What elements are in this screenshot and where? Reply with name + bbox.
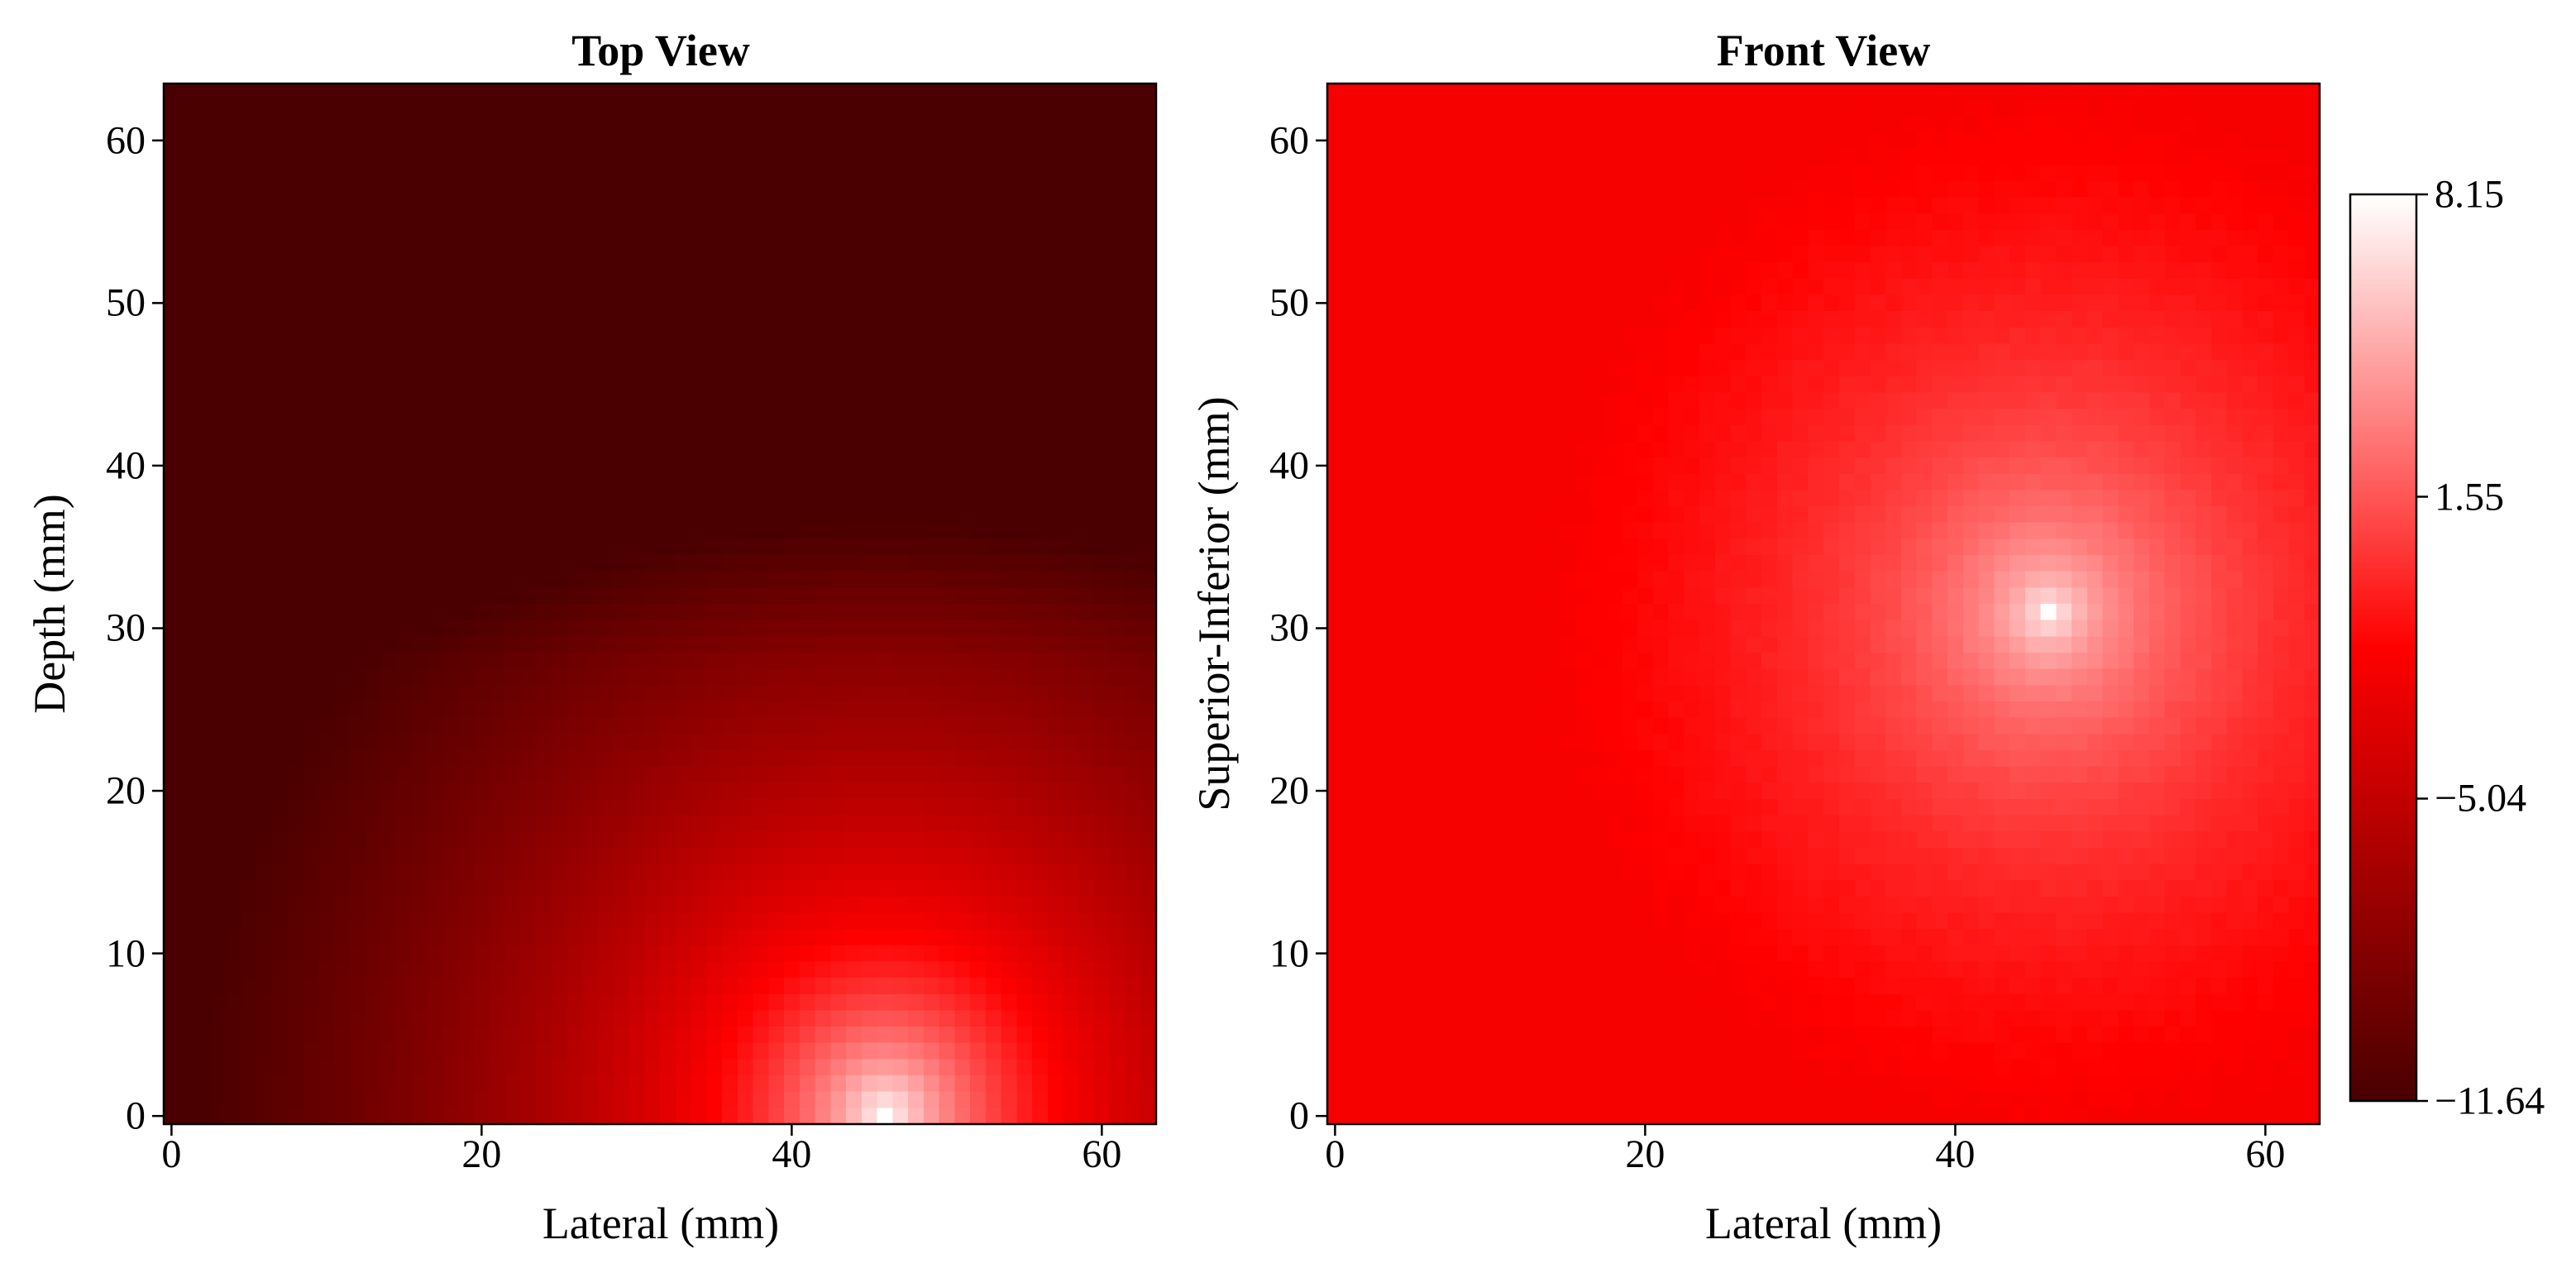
x-tick-label: 20 bbox=[461, 1132, 502, 1176]
front-view-ylabel: Superior-Inferior (mm) bbox=[1189, 396, 1239, 811]
top-view-ylabel: Depth (mm) bbox=[25, 494, 74, 714]
colorbar-tick-label: −11.64 bbox=[2435, 1079, 2545, 1123]
y-tick-label: 0 bbox=[126, 1094, 146, 1138]
y-tick-label: 10 bbox=[1269, 931, 1309, 976]
x-tick-label: 0 bbox=[161, 1132, 182, 1176]
y-tick-label: 20 bbox=[106, 768, 146, 813]
y-tick-label: 60 bbox=[1269, 118, 1309, 163]
y-tick-label: 30 bbox=[106, 605, 146, 650]
y-tick-label: 50 bbox=[1269, 280, 1309, 325]
top-view-xlabel: Lateral (mm) bbox=[542, 1199, 780, 1248]
colorbar-tick-label: −5.04 bbox=[2435, 776, 2527, 821]
x-tick-label: 40 bbox=[1935, 1132, 1976, 1176]
colorbar-tick-label: 8.15 bbox=[2435, 172, 2504, 217]
x-tick-label: 0 bbox=[1325, 1132, 1345, 1176]
front-view-xlabel: Lateral (mm) bbox=[1704, 1199, 1943, 1248]
colorbar bbox=[2350, 194, 2416, 1101]
y-tick-label: 40 bbox=[106, 443, 146, 488]
x-tick-label: 60 bbox=[1082, 1132, 1122, 1176]
top-view-heatmap bbox=[164, 84, 1156, 1124]
x-tick-label: 20 bbox=[1625, 1132, 1666, 1176]
y-tick-label: 0 bbox=[1289, 1094, 1309, 1138]
x-tick-label: 60 bbox=[2245, 1132, 2286, 1176]
x-tick-label: 40 bbox=[772, 1132, 812, 1176]
top-view-title: Top View bbox=[571, 26, 750, 75]
y-tick-label: 20 bbox=[1269, 768, 1309, 813]
y-tick-label: 40 bbox=[1269, 443, 1309, 488]
y-tick-label: 60 bbox=[106, 118, 146, 163]
y-tick-label: 30 bbox=[1269, 605, 1309, 650]
y-tick-label: 10 bbox=[106, 931, 146, 976]
front-view-heatmap bbox=[1327, 84, 2320, 1124]
colorbar-tick-label: 1.55 bbox=[2435, 475, 2504, 519]
front-view-title: Front View bbox=[1716, 26, 1931, 75]
y-tick-label: 50 bbox=[106, 280, 146, 325]
